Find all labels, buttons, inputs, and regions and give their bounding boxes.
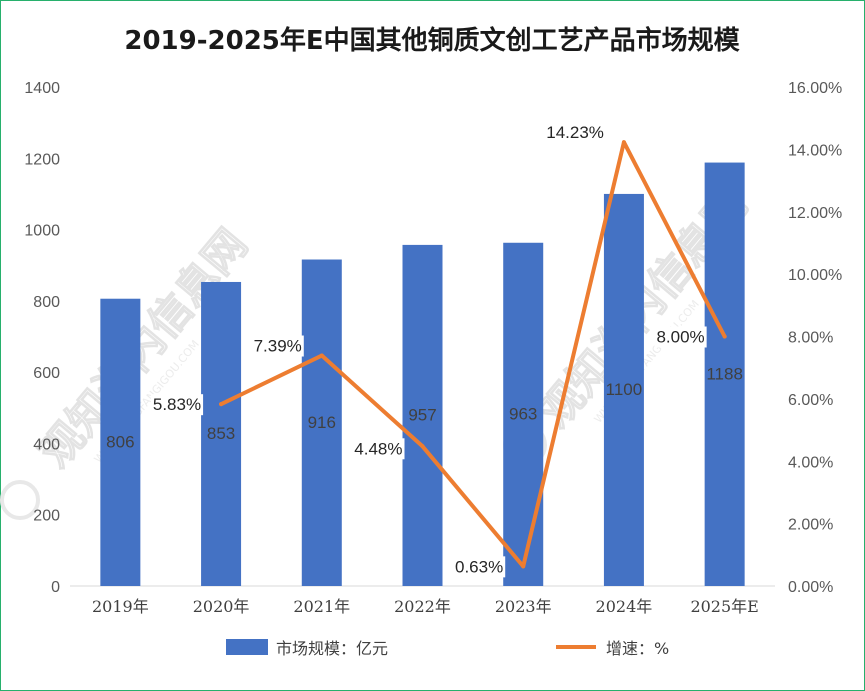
legend-line-label: 增速：% (606, 639, 669, 658)
bar-data-label: 1100 (606, 380, 643, 399)
left-tick-label: 1400 (24, 80, 60, 97)
line-data-label: 14.23% (546, 123, 604, 142)
bar-data-label: 957 (408, 405, 436, 424)
right-tick-label: 6.00% (788, 392, 833, 409)
line-data-label-bg (352, 438, 405, 460)
left-axis: 0 200 400 600 800 1000 1200 1400 (24, 80, 60, 596)
left-tick-label: 400 (33, 436, 60, 453)
right-tick-label: 0.00% (788, 579, 833, 596)
growth-point (621, 140, 626, 145)
bar (201, 281, 242, 586)
watermark-logo-left (0, 480, 40, 520)
bar-data-label: 916 (308, 413, 336, 432)
line-data-label: 5.83% (153, 395, 201, 414)
bar (603, 193, 644, 586)
growth-point (521, 564, 526, 569)
x-tick-label: 2022年 (394, 597, 451, 616)
right-tick-label: 10.00% (788, 267, 842, 284)
x-tick-label: 2021年 (293, 597, 350, 616)
growth-point (219, 402, 224, 407)
right-tick-label: 14.00% (788, 142, 842, 159)
line-data-label: 7.39% (254, 337, 302, 356)
line-data-label-bg (654, 326, 707, 348)
bar (301, 259, 342, 586)
growth-point (319, 353, 324, 358)
x-axis: 2019年 2020年 2021年 2022年 2023年 2024年 2025年E (92, 597, 759, 616)
right-axis: 0.00% 2.00% 4.00% 6.00% 8.00% 10.00% 12.00% 14.… (788, 80, 842, 596)
line-data-label: 4.48% (354, 439, 402, 458)
growth-point (420, 444, 425, 449)
bar (704, 162, 745, 586)
x-tick-label: 2025年E (690, 597, 758, 616)
bar-data-label: 853 (207, 424, 235, 443)
x-tick-label: 2020年 (193, 597, 250, 616)
line-data-label-bg (544, 122, 606, 144)
right-tick-label: 4.00% (788, 454, 833, 471)
legend-bar-label: 市场规模：亿元 (276, 639, 388, 658)
right-tick-label: 2.00% (788, 517, 833, 534)
growth-point (722, 334, 727, 339)
bar-data-label: 963 (509, 404, 537, 423)
line-data-label: 0.63% (455, 557, 503, 576)
bar-labels: 806 853 916 957 963 1100 1188 (106, 364, 743, 451)
x-tick-label: 2023年 (495, 597, 552, 616)
legend: 市场规模：亿元 增速：% (226, 639, 669, 658)
right-tick-label: 8.00% (788, 330, 833, 347)
chart-title: 2019-2025年E中国其他铜质文创工艺产品市场规模 (124, 25, 740, 56)
left-tick-label: 0 (51, 579, 60, 596)
line-data-label: 8.00% (656, 328, 704, 347)
bar-data-label: 1188 (706, 364, 743, 383)
bar-series (100, 162, 745, 587)
left-tick-label: 200 (33, 508, 60, 525)
left-tick-label: 600 (33, 365, 60, 382)
line-data-label-bg (150, 394, 204, 416)
x-tick-label: 2024年 (596, 597, 653, 616)
bar (402, 244, 443, 586)
left-tick-label: 800 (33, 294, 60, 311)
line-data-label-bg (251, 335, 304, 357)
left-tick-label: 1200 (24, 151, 60, 168)
bar-data-label: 806 (106, 432, 134, 451)
line-data-label-bg (453, 556, 506, 578)
right-tick-label: 12.00% (788, 205, 842, 222)
bar (100, 298, 141, 586)
legend-bar-swatch (226, 639, 268, 655)
left-tick-label: 1000 (24, 223, 60, 240)
right-tick-label: 16.00% (788, 80, 842, 97)
line-labels: 5.83% 7.39% 4.48% 0.63% 14.23% 8.00% (150, 122, 707, 578)
x-tick-label: 2019年 (92, 597, 149, 616)
growth-line (219, 140, 727, 569)
bar (503, 242, 544, 587)
line-series (219, 140, 727, 569)
